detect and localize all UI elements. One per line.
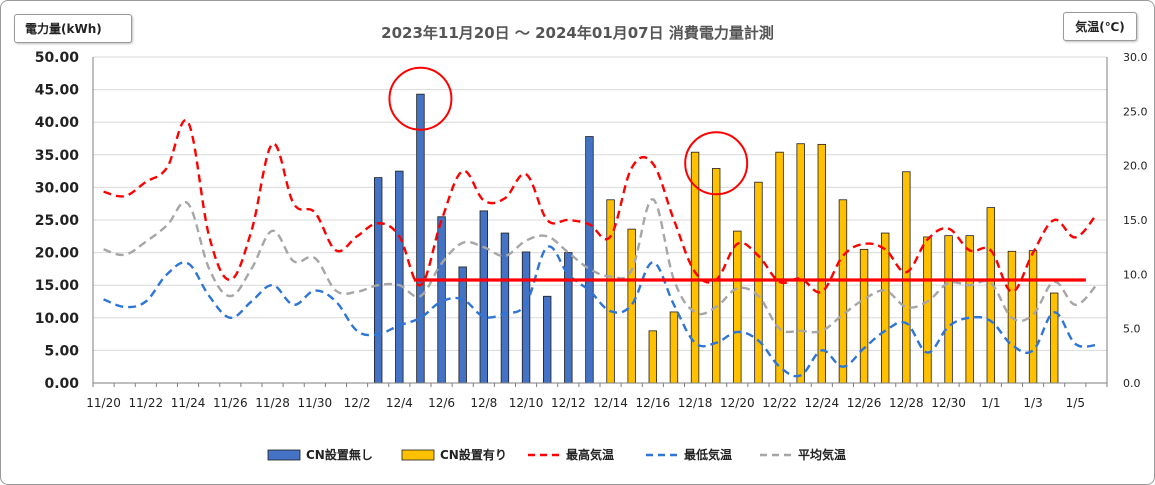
bar	[521, 251, 531, 384]
bar	[775, 151, 784, 384]
x-tick-label: 12/12	[551, 396, 586, 410]
y-left-tick-label: 35.00	[35, 148, 80, 164]
legend-label: CN設置無し	[306, 447, 373, 462]
bar	[458, 266, 467, 384]
y-left-tick-label: 15.00	[35, 278, 80, 294]
legend: CN設置無し CN設置有り 最高気温 最低気温 平均気温	[267, 447, 846, 462]
legend-label: 最低気温	[684, 447, 732, 462]
bar	[1049, 292, 1059, 384]
x-tick-label: 11/28	[255, 396, 290, 410]
x-tick-label: 1/3	[1023, 396, 1042, 410]
y-left-tick-label: 10.00	[35, 311, 80, 327]
bar	[986, 207, 996, 384]
gridlines	[93, 56, 1107, 351]
bar	[880, 232, 890, 384]
highlight-circle	[388, 66, 453, 131]
y-right-tick-label: 5.0	[1123, 323, 1141, 336]
x-tick-label: 11/26	[213, 396, 248, 410]
x-tick-label: 12/24	[805, 396, 840, 410]
x-tick-label: 12/22	[762, 396, 797, 410]
y-left-tick-label: 0.00	[44, 376, 79, 392]
bar	[627, 228, 636, 384]
y-left-tick-label: 20.00	[35, 246, 80, 262]
x-tick-label: 11/24	[171, 396, 206, 410]
series-line	[103, 245, 1097, 378]
bar	[859, 248, 869, 384]
bar	[944, 235, 953, 384]
bar	[923, 236, 932, 384]
legend-swatch	[267, 449, 301, 461]
x-tick-label: 12/4	[386, 396, 413, 410]
x-tick-label: 12/14	[593, 396, 628, 410]
bar	[606, 199, 615, 384]
legend-label: 平均気温	[798, 447, 846, 462]
bar	[965, 235, 974, 384]
chart-title: 2023年11月20日 ～ 2024年01月07日 消費電力量計測	[381, 24, 774, 42]
x-tick-label: 12/16	[636, 396, 671, 410]
legend-label: 最高気温	[566, 447, 614, 462]
bar	[754, 181, 763, 384]
x-tick-label: 1/5	[1066, 396, 1085, 410]
x-tick-label: 12/2	[344, 396, 371, 410]
bar	[479, 210, 489, 384]
bar	[1028, 250, 1038, 384]
x-tick-label: 11/30	[298, 396, 333, 410]
x-tick-label: 1/1	[981, 396, 1000, 410]
x-tick-label: 11/20	[86, 396, 121, 410]
y-right-tick-label: 30.0	[1123, 51, 1148, 64]
y-left-tick-label: 45.00	[35, 83, 80, 99]
x-tick-label: 12/28	[889, 396, 924, 410]
highlight-circle	[684, 131, 749, 196]
y-left-tick-label: 25.00	[35, 213, 80, 229]
y-left-tick-label: 40.00	[35, 115, 80, 131]
bar	[395, 170, 404, 384]
y-left-tick-label: 5.00	[44, 343, 79, 359]
bar	[669, 311, 679, 384]
bar	[542, 295, 552, 384]
series-line	[103, 198, 1098, 334]
y-axis-left-label: 電力量(kWh)	[14, 14, 132, 43]
bar	[648, 330, 658, 384]
bar	[796, 143, 805, 384]
series-line	[103, 118, 1098, 294]
y-right-tick-label: 0.0	[1123, 377, 1141, 390]
y-right-tick-label: 20.0	[1123, 160, 1148, 173]
legend-swatch	[401, 449, 435, 461]
lines-layer	[103, 66, 1098, 378]
x-tick-label: 12/6	[428, 396, 455, 410]
y-left-tick-label: 30.00	[35, 180, 80, 196]
bar	[733, 230, 742, 384]
y-right-tick-label: 10.0	[1123, 268, 1148, 281]
y-right-tick-label: 15.0	[1123, 214, 1148, 227]
x-tick-label: 12/18	[678, 396, 713, 410]
x-tick-label: 12/20	[720, 396, 755, 410]
x-tick-label: 12/10	[509, 396, 544, 410]
bars-layer	[373, 93, 1059, 384]
bar	[373, 177, 383, 384]
y-axis-right-label: 気温(℃)	[1063, 12, 1137, 41]
x-tick-label: 12/26	[847, 396, 882, 410]
bar	[817, 143, 827, 384]
y-right-tick-label: 25.0	[1123, 105, 1148, 118]
bar	[838, 199, 848, 384]
y-left-tick-label: 50.00	[35, 50, 80, 66]
x-tick-label: 12/8	[470, 396, 497, 410]
x-tick-label: 11/22	[129, 396, 164, 410]
legend-label: CN設置有り	[440, 447, 507, 462]
x-tick-label: 12/30	[931, 396, 966, 410]
axes-layer: 0.00 5.00 10.00 15.00 20.00 25.00 30.00 35.00 40…	[35, 50, 1148, 410]
bar	[902, 171, 911, 384]
bar	[416, 93, 425, 384]
bar	[585, 136, 594, 384]
